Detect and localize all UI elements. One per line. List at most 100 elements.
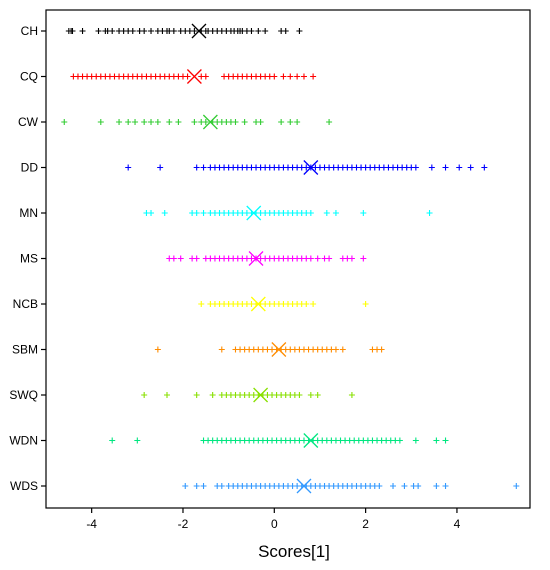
point-mn xyxy=(323,210,330,216)
point-ch xyxy=(148,28,155,34)
y-tick-label-ch: CH xyxy=(21,24,38,38)
point-mn xyxy=(307,210,314,216)
mean-marker-sbm xyxy=(271,342,287,357)
mean-marker-ncb xyxy=(250,296,266,312)
point-ms xyxy=(314,255,321,262)
point-swq xyxy=(209,392,216,398)
point-wds xyxy=(401,483,408,489)
point-cq xyxy=(294,73,301,80)
point-sbm xyxy=(154,346,161,353)
point-wds xyxy=(390,483,397,489)
point-dd xyxy=(428,164,435,171)
point-dd xyxy=(481,164,488,171)
point-ch xyxy=(262,28,269,34)
y-tick-label-cw: CW xyxy=(18,115,39,129)
point-sbm xyxy=(332,346,339,353)
point-sbm xyxy=(378,346,385,353)
point-swq xyxy=(164,392,170,398)
x-axis-title: Scores[1] xyxy=(258,542,330,561)
point-cw xyxy=(241,119,248,125)
point-dd xyxy=(125,164,132,171)
x-tick-label: 2 xyxy=(362,517,369,531)
point-ch xyxy=(191,28,198,34)
point-ch xyxy=(282,28,289,34)
mean-marker-mn xyxy=(246,205,262,221)
point-wds xyxy=(415,483,422,489)
point-mn xyxy=(193,210,200,216)
point-ch xyxy=(109,28,116,34)
point-ch xyxy=(79,28,86,34)
point-cq xyxy=(310,73,317,80)
point-cw xyxy=(141,119,148,125)
y-tick-label-mn: MN xyxy=(19,206,38,220)
point-mn xyxy=(360,210,367,216)
point-ms xyxy=(326,255,333,262)
data-points xyxy=(61,28,520,489)
point-mn xyxy=(426,210,433,216)
point-wdn xyxy=(412,437,419,444)
mean-marker-wdn xyxy=(303,433,319,448)
point-dd xyxy=(412,164,419,171)
point-cq xyxy=(271,73,278,80)
mean-marker-ch xyxy=(191,23,207,39)
point-cq xyxy=(300,73,307,80)
mean-marker-swq xyxy=(253,387,269,403)
y-tick-label-swq: SWQ xyxy=(9,388,38,402)
point-cw xyxy=(132,119,139,125)
point-swq xyxy=(296,392,303,398)
point-wds xyxy=(376,483,383,489)
point-cw xyxy=(278,119,285,125)
point-swq xyxy=(141,392,148,398)
mean-marker-dd xyxy=(303,160,319,175)
point-swq xyxy=(307,392,314,398)
point-cw xyxy=(287,119,294,125)
point-swq xyxy=(348,392,355,398)
point-ch xyxy=(255,28,262,34)
point-ch xyxy=(129,28,136,34)
point-ncb xyxy=(303,301,310,307)
point-mn xyxy=(161,210,168,216)
point-cq xyxy=(202,73,209,80)
point-cw xyxy=(202,119,209,125)
point-cw xyxy=(116,119,123,125)
mean-marker-cq xyxy=(186,69,202,84)
point-mn xyxy=(148,210,155,216)
y-tick-label-ms: MS xyxy=(20,252,38,266)
mean-marker-cw xyxy=(202,114,218,130)
x-tick-label: -2 xyxy=(178,517,189,531)
point-wds xyxy=(200,483,207,489)
point-sbm xyxy=(339,346,346,353)
point-cq xyxy=(287,73,294,80)
point-ch xyxy=(296,28,303,34)
y-tick-label-dd: DD xyxy=(21,161,39,175)
point-ms xyxy=(360,255,367,262)
point-ch xyxy=(248,28,255,34)
point-mn xyxy=(200,210,207,216)
point-mn xyxy=(332,210,339,216)
point-cq xyxy=(280,73,287,80)
x-tick-label: 0 xyxy=(271,517,278,531)
point-wdn xyxy=(396,437,403,444)
point-cw xyxy=(61,119,68,125)
point-cq xyxy=(184,73,191,80)
y-tick-label-wdn: WDN xyxy=(9,434,38,448)
point-dd xyxy=(157,164,164,171)
point-ch xyxy=(95,28,102,34)
point-wds xyxy=(442,483,449,489)
point-cw xyxy=(166,119,173,125)
point-swq xyxy=(314,392,321,398)
point-wds xyxy=(182,483,189,489)
y-tick-label-sbm: SBM xyxy=(12,343,38,357)
mean-marker-wds xyxy=(296,478,312,494)
x-axis-ticks: -4 -2 0 2 4 xyxy=(86,508,461,531)
mean-markers xyxy=(186,23,319,494)
point-wdn xyxy=(109,437,116,444)
point-cw xyxy=(257,119,264,125)
point-cw xyxy=(97,119,104,125)
point-wds xyxy=(513,483,520,489)
point-cw xyxy=(125,119,132,125)
point-cw xyxy=(148,119,155,125)
point-ms xyxy=(177,255,184,262)
